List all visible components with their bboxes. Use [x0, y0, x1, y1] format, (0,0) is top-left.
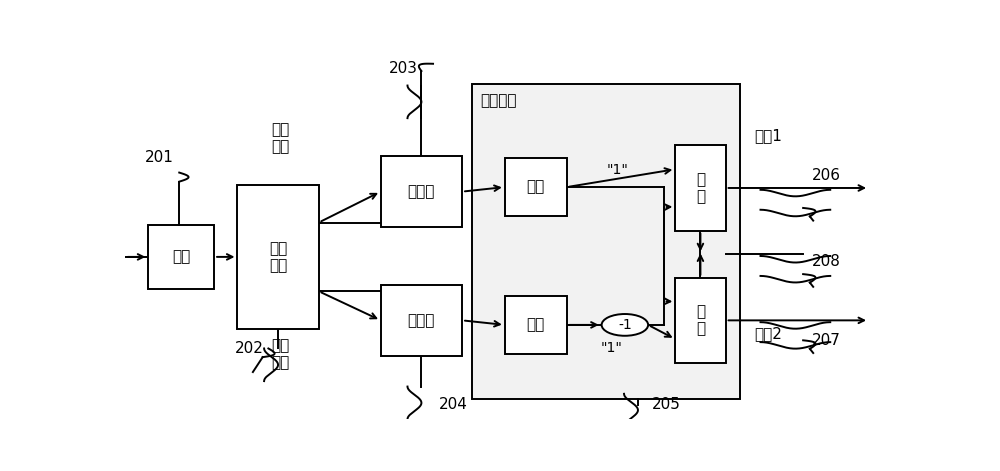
- Text: "1": "1": [601, 341, 623, 355]
- Text: 206: 206: [812, 169, 841, 183]
- Text: 共轭: 共轭: [527, 179, 545, 195]
- Text: 共轭: 共轭: [527, 317, 545, 333]
- Bar: [472, 84, 740, 399]
- Text: "1": "1": [606, 163, 628, 177]
- Text: 重复: 重复: [172, 250, 190, 264]
- Text: 奇数
支路: 奇数 支路: [271, 122, 289, 154]
- Text: 偶数
支路: 偶数 支路: [271, 338, 289, 370]
- Text: 信号复合: 信号复合: [480, 93, 516, 108]
- Text: 201: 201: [144, 150, 173, 165]
- Text: 203: 203: [388, 62, 418, 76]
- Bar: [237, 185, 319, 329]
- Text: 复
用: 复 用: [696, 304, 705, 337]
- Text: 交织器: 交织器: [408, 184, 435, 199]
- Bar: [675, 278, 726, 363]
- Text: -1: -1: [618, 318, 632, 332]
- Text: 交织器: 交织器: [408, 313, 435, 328]
- Text: 207: 207: [812, 333, 841, 349]
- Text: 复
用: 复 用: [696, 172, 705, 204]
- Bar: [148, 225, 214, 289]
- Text: 208: 208: [812, 254, 841, 268]
- Text: 204: 204: [439, 397, 468, 412]
- Bar: [505, 158, 567, 216]
- Bar: [381, 285, 462, 356]
- Text: 串并
变换: 串并 变换: [269, 241, 287, 273]
- Circle shape: [602, 314, 648, 336]
- Text: 天线1: 天线1: [754, 129, 782, 144]
- Bar: [675, 146, 726, 231]
- Bar: [381, 156, 462, 227]
- Text: 202: 202: [235, 341, 264, 356]
- Text: 205: 205: [652, 397, 681, 412]
- Text: 天线2: 天线2: [754, 326, 782, 341]
- Bar: [505, 296, 567, 354]
